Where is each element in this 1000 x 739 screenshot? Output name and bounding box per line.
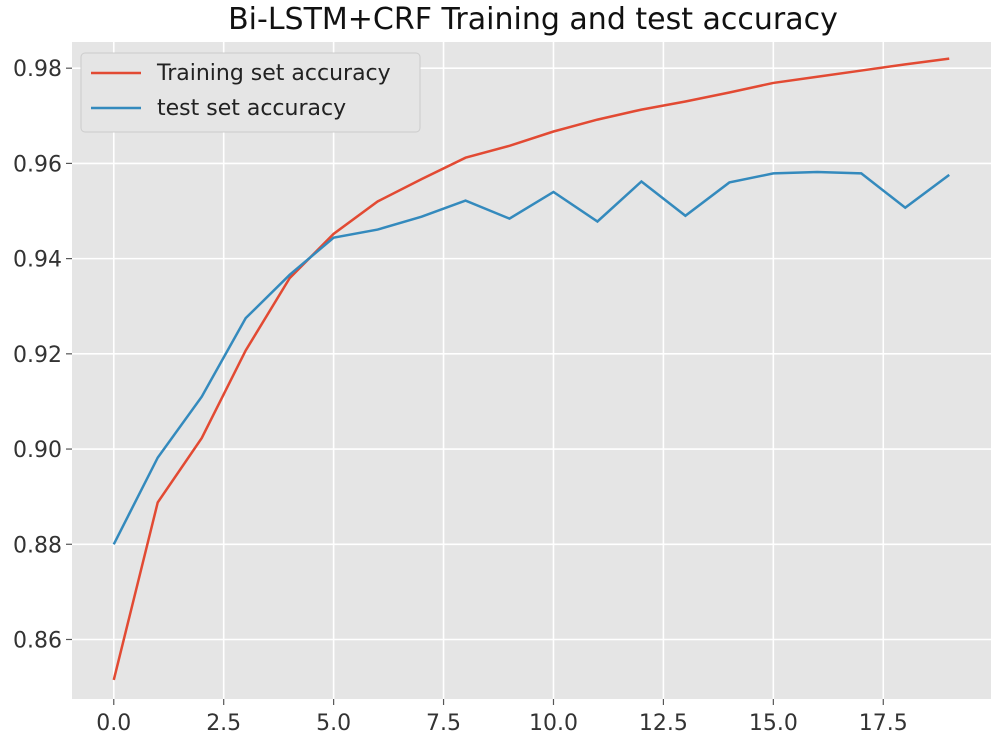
x-tick-label: 2.5: [206, 711, 241, 736]
x-axis-ticks: 0.0 2.5 5.0 7.5 10.0 12.5 15.0 17.5: [96, 699, 908, 736]
y-tick-label: 0.88: [13, 533, 62, 558]
x-tick-label: 0.0: [96, 711, 131, 736]
y-tick-label: 0.90: [13, 438, 62, 463]
plot-area: [72, 42, 991, 699]
y-tick-label: 0.94: [13, 248, 62, 273]
legend-label-training: Training set accuracy: [156, 61, 391, 86]
y-tick-label: 0.86: [13, 628, 62, 653]
x-tick-label: 7.5: [426, 711, 461, 736]
x-tick-label: 17.5: [859, 711, 908, 736]
series-line-test: [112, 170, 950, 545]
chart-title: Bi-LSTM+CRF Training and test accuracy: [228, 2, 838, 37]
x-tick-label: 10.0: [529, 711, 578, 736]
x-tick-label: 5.0: [316, 711, 351, 736]
y-tick-label: 0.92: [13, 343, 62, 368]
legend-label-test: test set accuracy: [157, 96, 346, 121]
y-tick-label: 0.98: [13, 57, 62, 82]
series-lines: [112, 57, 950, 681]
x-tick-label: 12.5: [639, 711, 688, 736]
series-line-training: [112, 57, 950, 681]
legend-box: [80, 52, 421, 133]
x-tick-label: 15.0: [749, 711, 798, 736]
legend: Training set accuracy test set accuracy: [80, 52, 421, 133]
y-tick-label: 0.96: [13, 152, 62, 177]
y-axis-ticks: 0.86 0.88 0.90 0.92 0.94 0.96 0.98: [13, 57, 72, 653]
